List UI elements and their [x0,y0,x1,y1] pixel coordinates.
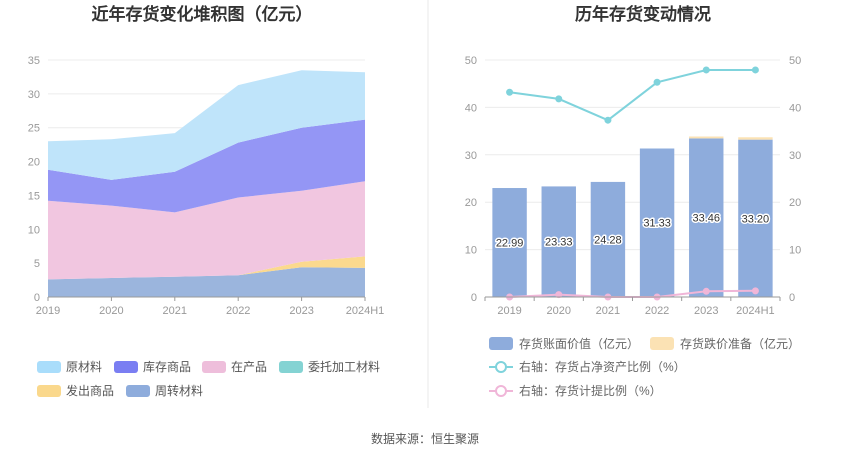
right-y2-tick-label: 0 [789,292,795,304]
legend-swatch-发出商品 [37,385,61,397]
right-x-tick-label: 2022 [645,305,669,317]
bar-impairment-reserve [689,136,724,139]
left-y-tick-label: 30 [28,89,40,101]
left-x-tick-label: 2022 [226,305,250,317]
left-axis: 0 5 10 15 20 25 30 35 2019 2020 2021 2022 2023 2024H1 [28,55,385,317]
area-在产品 [48,181,365,280]
left-areas [48,70,365,297]
bar-data-label: 33.46 [692,213,720,225]
line-point-右轴：存货占净资产比例（%） [751,66,759,74]
legend-marker-右轴：存货计提比例（%） [495,385,507,397]
legend-label-在产品: 在产品 [231,360,267,374]
right-x-tick-label: 2020 [547,305,571,317]
legend-swatch-impairment-reserve [650,337,674,350]
line-右轴：存货占净资产比例（%） [509,69,756,122]
left-y-tick-label: 20 [28,157,40,169]
right-x-tick-label: 2021 [596,305,620,317]
right-chart-title: 历年存货变动情况 [575,4,711,24]
right-legend: 存货账面价值（亿元） 存货跌价准备（亿元） 右轴：存货占净资产比例（%） 右轴：存货计… [489,336,800,398]
legend-swatch-在产品 [202,361,226,373]
right-bars: 22.99 23.33 24.28 31.33 33.46 33.20 [492,136,773,297]
right-y-tick-label: 50 [465,55,477,67]
line-point-右轴：存货计提比例（%） [555,291,563,299]
right-y2-tick-label: 20 [789,197,801,209]
right-y-tick-label: 30 [465,150,477,162]
area-周转材料 [48,267,365,297]
legend-swatch-原材料 [37,361,61,373]
left-y-tick-label: 25 [28,123,40,135]
bar-data-label: 33.20 [742,213,770,225]
legend-label-委托加工材料: 委托加工材料 [308,360,380,374]
right-y2-tick-label: 30 [789,150,801,162]
legend-marker-右轴：存货占净资产比例（%） [495,361,507,373]
right-y2-tick-label: 40 [789,102,801,114]
area-库存商品 [48,119,365,213]
legend-label-原材料: 原材料 [66,360,102,374]
right-y-tick-label: 10 [465,245,477,257]
line-point-右轴：存货计提比例（%） [751,287,759,295]
bar-inventory-value [541,186,576,297]
left-y-tick-label: 5 [34,258,40,270]
source-note: 数据来源：恒生聚源 [371,431,479,446]
right-x-tick-label: 2024H1 [736,305,775,317]
right-x-tick-label: 2023 [694,305,718,317]
bar-impairment-reserve [738,137,773,140]
legend-label-库存商品: 库存商品 [143,359,191,374]
line-point-右轴：存货占净资产比例（%） [604,116,612,124]
line-point-右轴：存货占净资产比例（%） [506,88,514,96]
line-point-右轴：存货占净资产比例（%） [555,95,563,103]
bar-inventory-value [492,188,527,297]
legend-swatch-inventory-value [489,337,513,350]
legend-label-inventory-value: 存货账面价值（亿元） [519,336,639,351]
legend-label-发出商品: 发出商品 [66,383,114,398]
bar-data-label: 23.33 [545,237,573,249]
right-y2-tick-label: 50 [789,55,801,67]
left-x-tick-label: 2023 [289,305,313,317]
right-grid [485,59,780,251]
left-x-tick-label: 2021 [163,305,187,317]
bar-inventory-value [689,138,724,297]
legend-swatch-委托加工材料 [279,361,303,373]
left-chart-title: 近年存货变化堆积图（亿元） [92,4,313,24]
left-x-tick-label: 2020 [99,305,123,317]
legend-label-右轴：存货占净资产比例（%）: 右轴：存货占净资产比例（%） [519,359,686,374]
bar-inventory-value [590,181,626,297]
bar-inventory-value [738,139,773,297]
left-x-tick-label: 2019 [36,305,60,317]
line-point-右轴：存货计提比例（%） [702,287,710,295]
bar-data-label: 24.28 [594,234,622,246]
right-y-tick-label: 0 [471,292,477,304]
left-y-tick-label: 35 [28,55,40,67]
legend-swatch-周转材料 [126,385,150,397]
legend-swatch-库存商品 [114,361,138,373]
legend-label-周转材料: 周转材料 [155,383,203,398]
right-x-tick-label: 2019 [497,305,521,317]
bar-data-label: 22.99 [496,238,524,250]
bar-data-label: 31.33 [643,218,671,230]
left-y-tick-label: 10 [28,224,40,236]
line-point-右轴：存货占净资产比例（%） [653,78,661,86]
right-y-tick-label: 40 [465,102,477,114]
legend-label-右轴：存货计提比例（%）: 右轴：存货计提比例（%） [519,383,662,398]
left-y-tick-label: 0 [34,292,40,304]
area-原材料 [48,70,365,180]
legend-label-impairment-reserve: 存货跌价准备（亿元） [680,336,800,351]
right-y-tick-label: 20 [465,197,477,209]
left-x-tick-label: 2024H1 [346,305,385,317]
bar-inventory-value [639,148,675,297]
right-y2-tick-label: 10 [789,245,801,257]
line-point-右轴：存货占净资产比例（%） [702,66,710,74]
left-y-tick-label: 15 [28,190,40,202]
